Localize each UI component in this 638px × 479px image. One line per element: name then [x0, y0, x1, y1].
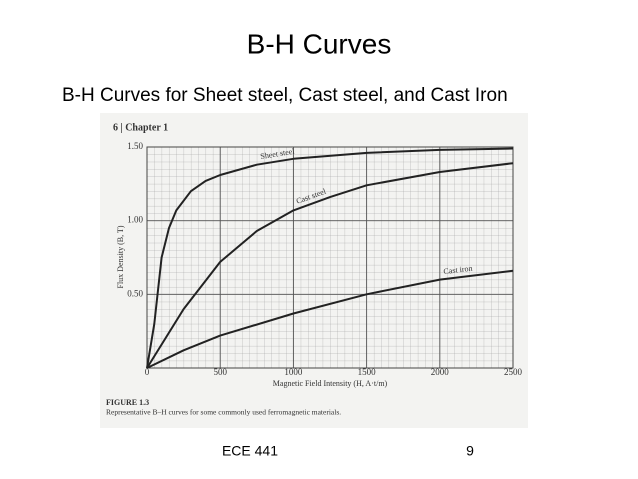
page-number: 9	[466, 443, 474, 459]
x-tick-label: 1000	[284, 367, 303, 377]
y-tick-label: 1.50	[127, 141, 143, 151]
plot-frame	[146, 146, 514, 369]
x-tick-label: 0	[145, 367, 150, 377]
footer-left: ECE 441	[222, 443, 278, 459]
x-axis-label: Magnetic Field Intensity (H, A·t/m)	[273, 379, 388, 388]
x-tick-label: 500	[213, 367, 227, 377]
figure-caption: Representative B–H curves for some commo…	[106, 408, 341, 417]
y-axis-label: Flux Density (B, T)	[116, 225, 125, 288]
series-label: Cast iron	[443, 264, 473, 276]
chapter-header: 6 | Chapter 1	[113, 122, 168, 133]
series-line	[146, 269, 514, 369]
slide-title: B-H Curves	[247, 28, 392, 59]
series-line	[146, 147, 514, 369]
x-tick-label: 2000	[431, 367, 450, 377]
figure-label: FIGURE 1.3	[106, 398, 149, 407]
y-tick-label: 0.50	[127, 288, 143, 298]
minor-grid	[147, 147, 513, 368]
slide-subtitle: B-H Curves for Sheet steel, Cast steel, …	[62, 85, 508, 106]
x-tick-label: 1500	[358, 367, 377, 377]
y-tick-label: 1.00	[127, 215, 143, 225]
series-line	[146, 162, 514, 369]
x-tick-label: 2500	[504, 367, 523, 377]
